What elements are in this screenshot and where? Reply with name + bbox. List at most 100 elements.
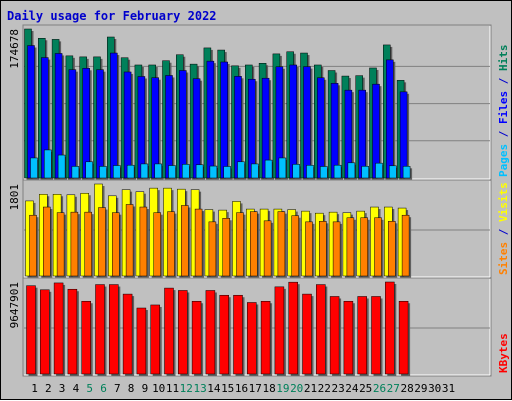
bar-kbytes <box>205 290 216 375</box>
bar-pages <box>99 166 107 179</box>
legend-part: Hits <box>497 45 510 72</box>
legend-part: Files <box>497 91 510 124</box>
bar-sites <box>263 220 272 277</box>
bar-kbytes <box>385 281 395 375</box>
bar-sites <box>84 211 92 277</box>
bar-sites <box>222 218 230 277</box>
bar-sites <box>332 221 341 277</box>
x-tick-label: 10 <box>152 382 165 395</box>
bar-files <box>386 59 394 179</box>
bar-kbytes <box>357 296 367 375</box>
x-tick-label: 12 <box>180 382 193 395</box>
x-tick-label: 27 <box>387 382 400 395</box>
bar-files <box>248 78 256 179</box>
bar-kbytes <box>136 307 147 375</box>
bar-kbytes <box>81 300 91 375</box>
bar-files <box>317 77 325 179</box>
bar-pages <box>209 165 218 179</box>
x-tick-label: 6 <box>100 382 107 395</box>
y-max-label: 174678 <box>8 29 21 69</box>
legend-part: / <box>497 222 510 242</box>
bar-kbytes <box>260 300 271 375</box>
bar-sites <box>70 211 79 277</box>
bar-files <box>206 60 215 179</box>
bar-sites <box>181 205 189 277</box>
bar-sites <box>374 217 382 277</box>
x-tick-label: 11 <box>166 382 179 395</box>
bar-kbytes <box>233 294 243 375</box>
legend-part: / <box>497 71 510 91</box>
x-tick-label: 7 <box>114 382 121 395</box>
bar-pages <box>195 164 204 179</box>
bar-sites <box>250 211 258 277</box>
bar-kbytes <box>95 284 105 375</box>
bar-pages <box>306 165 314 179</box>
bar-files <box>179 70 187 179</box>
x-tick-label: 14 <box>207 382 221 395</box>
x-tick-label: 31 <box>442 382 455 395</box>
bar-sites <box>167 211 175 277</box>
bar-pages <box>375 162 383 179</box>
bar-files <box>151 77 159 179</box>
bar-files <box>165 75 173 179</box>
bar-kbytes <box>371 296 381 375</box>
legend-part: KBytes <box>497 333 510 373</box>
series-legend-label: Sites / Visits <box>497 182 510 275</box>
bar-pages <box>182 164 190 179</box>
bar-kbytes <box>178 290 188 375</box>
bar-files <box>137 76 146 179</box>
bar-pages <box>126 164 135 179</box>
bar-pages <box>140 163 149 179</box>
bar-kbytes <box>164 287 174 375</box>
x-tick-label: 26 <box>373 382 386 395</box>
bar-kbytes <box>67 288 78 375</box>
bar-pages <box>30 157 38 179</box>
bar-files <box>110 52 118 179</box>
bar-pages <box>237 161 245 179</box>
x-tick-label: 17 <box>249 382 262 395</box>
bar-sites <box>139 206 148 277</box>
x-tick-label: 4 <box>73 382 80 395</box>
bar-pages <box>57 154 66 179</box>
x-tick-label: 8 <box>128 382 135 395</box>
bar-pages <box>154 163 162 179</box>
bar-pages <box>168 165 176 179</box>
bar-sites <box>194 208 203 277</box>
x-tick-label: 5 <box>86 382 93 395</box>
bar-pages <box>347 162 356 179</box>
bar-kbytes <box>191 300 202 375</box>
bar-sites <box>388 221 396 277</box>
bar-pages <box>223 166 231 179</box>
bar-kbytes <box>247 302 257 375</box>
bar-files <box>330 83 339 179</box>
bar-pages <box>278 157 287 179</box>
legend-part: Sites <box>497 242 510 275</box>
series-legend-label: Pages / Files / Hits <box>497 45 510 178</box>
bar-pages <box>389 165 397 179</box>
bar-kbytes <box>53 282 64 375</box>
chart-title: Daily usage for February 2022 <box>7 9 217 23</box>
bar-kbytes <box>288 281 298 375</box>
bar-sites <box>153 212 161 277</box>
bar-sites <box>360 217 368 277</box>
bar-sites <box>29 214 37 277</box>
bar-pages <box>264 159 273 179</box>
bar-kbytes <box>40 289 50 375</box>
bar-kbytes <box>274 286 285 375</box>
bar-sites <box>401 214 410 277</box>
bar-pages <box>402 166 411 179</box>
x-tick-label: 24 <box>345 382 359 395</box>
bar-files <box>68 69 77 179</box>
bar-files <box>123 71 132 179</box>
bar-pages <box>113 165 121 179</box>
x-tick-label: 29 <box>414 382 427 395</box>
bar-kbytes <box>26 285 36 375</box>
bar-pages <box>71 166 80 179</box>
series-legend-label: KBytes <box>497 333 510 373</box>
legend-part: Visits <box>497 182 510 222</box>
bar-kbytes <box>122 293 133 375</box>
bar-kbytes <box>302 293 312 375</box>
bar-files <box>358 89 366 179</box>
bar-sites <box>208 221 217 277</box>
bar-kbytes <box>398 300 409 375</box>
